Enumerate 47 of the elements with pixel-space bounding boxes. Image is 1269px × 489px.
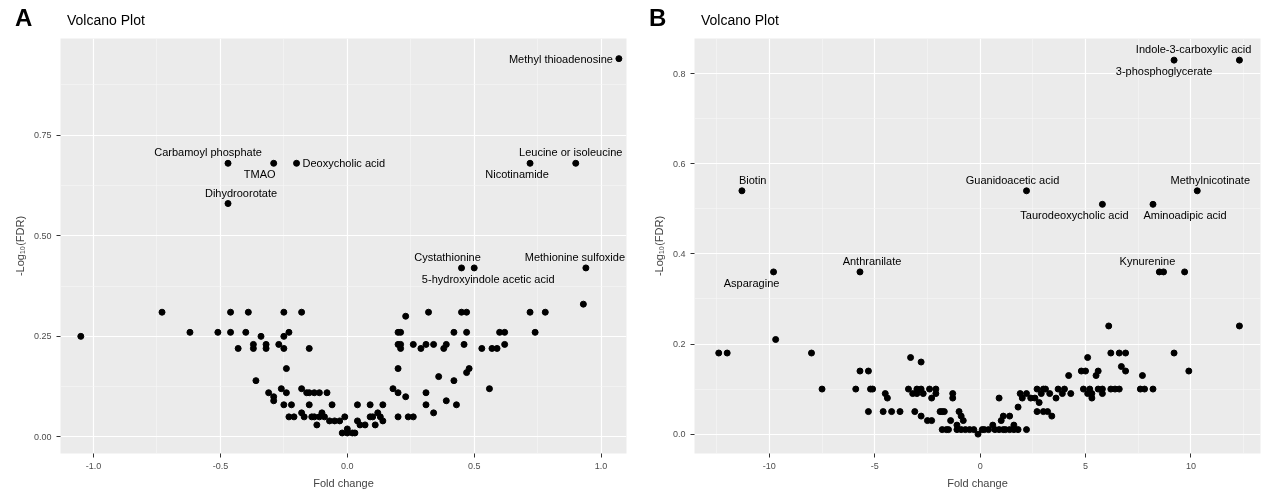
y-tick-label: 0.4 xyxy=(672,248,686,259)
x-tick-label: -10 xyxy=(762,460,776,471)
y-tick-label: 0.00 xyxy=(33,432,52,442)
annotation: 3-phosphoglycerate xyxy=(1115,65,1213,78)
y-tick-label: 0.75 xyxy=(33,130,52,141)
x-axis-title: Fold change xyxy=(947,476,1008,489)
x-tick-label: 10 xyxy=(1185,460,1196,471)
annotation: Cystathionine xyxy=(414,250,481,263)
chart-title: Volcano Plot xyxy=(701,11,779,30)
y-tick-label: 0.8 xyxy=(672,68,686,79)
annotation: Asparagine xyxy=(723,276,780,289)
annotation: Guanidoacetic acid xyxy=(965,173,1060,186)
annotation: Methionine sulfoxide xyxy=(524,250,626,263)
x-tick-label: -1.0 xyxy=(85,460,102,471)
y-axis-title: -Log₁₀(FDR) xyxy=(13,215,26,277)
annotation: Methylnicotinate xyxy=(1170,173,1251,186)
annotation: Indole-3-carboxylic acid xyxy=(1135,43,1252,56)
x-tick-label: 0.0 xyxy=(341,460,354,471)
x-tick-label: -0.5 xyxy=(212,460,229,471)
y-tick-label: 0.0 xyxy=(672,429,686,440)
annotation: TMAO xyxy=(243,168,277,181)
annotation: Methyl thioadenosine xyxy=(508,52,613,65)
text: B xyxy=(649,4,667,31)
y-tick-label: 0.50 xyxy=(33,230,52,241)
x-tick-label: 0 xyxy=(977,460,983,471)
y-axis-title: -Log₁₀(FDR) xyxy=(652,215,665,277)
annotation: Deoxycholic acid xyxy=(302,157,386,170)
x-tick-label: 0.5 xyxy=(467,460,481,471)
annotation: Biotin xyxy=(738,173,767,186)
annotation: 5-hydroxyindole acetic acid xyxy=(421,272,555,285)
annotation: Dihydroorotate xyxy=(204,186,278,199)
y-tick-label: 0.6 xyxy=(672,158,686,169)
y-tick-label: 0.25 xyxy=(33,331,52,342)
annotation: Carbamoyl phosphate xyxy=(154,146,262,159)
annotation: Leucine or isoleucine xyxy=(519,146,623,159)
x-axis-title: Fold change xyxy=(313,476,374,489)
text: A xyxy=(15,4,33,31)
annotation: Anthranilate xyxy=(842,254,902,267)
annotation: Nicotinamide xyxy=(485,168,549,181)
annotation: Aminoadipic acid xyxy=(1143,209,1227,222)
annotation: Taurodeoxycholic acid xyxy=(1020,209,1129,222)
chart-title: Volcano Plot xyxy=(67,11,145,30)
annotation: Kynurenine xyxy=(1119,254,1176,267)
x-tick-label: 1.0 xyxy=(594,460,608,471)
y-tick-label: 0.2 xyxy=(672,339,686,349)
x-tick-label: 5 xyxy=(1083,460,1089,471)
x-tick-label: -5 xyxy=(870,460,879,471)
